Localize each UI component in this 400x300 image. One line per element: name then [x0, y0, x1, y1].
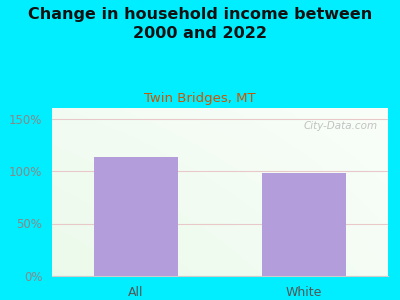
Text: Change in household income between
2000 and 2022: Change in household income between 2000 …: [28, 8, 372, 41]
Text: City-Data.com: City-Data.com: [304, 122, 378, 131]
Bar: [262, 173, 346, 276]
Text: Twin Bridges, MT: Twin Bridges, MT: [144, 92, 256, 104]
Bar: [94, 157, 178, 276]
